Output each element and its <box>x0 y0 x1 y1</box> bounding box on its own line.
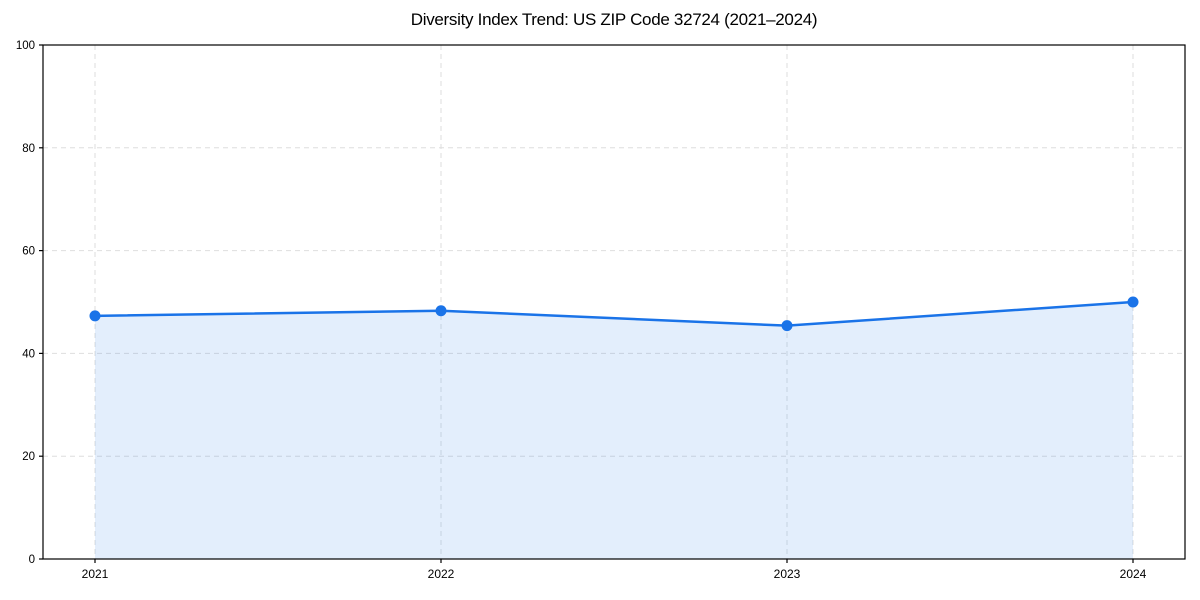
data-point <box>781 320 793 332</box>
x-axis-tick-label: 2021 <box>82 567 109 581</box>
data-point <box>89 310 101 322</box>
y-axis-tick-label: 100 <box>16 40 35 52</box>
data-point <box>435 305 447 317</box>
y-axis-tick-label: 80 <box>22 143 35 155</box>
plot-border <box>42 44 1186 560</box>
y-axis-tick-label: 60 <box>22 246 35 258</box>
x-axis-tick-label: 2023 <box>774 567 801 581</box>
data-point <box>1127 296 1139 308</box>
area-fill <box>95 302 1133 559</box>
y-axis-tick-label: 40 <box>22 348 35 360</box>
x-axis-tick-label: 2022 <box>428 567 455 581</box>
y-axis-tick-label: 20 <box>22 451 35 463</box>
x-axis-tick-label: 2024 <box>1120 567 1147 581</box>
trend-line <box>93 300 1135 327</box>
chart-title: Diversity Index Trend: US ZIP Code 32724… <box>410 10 818 29</box>
y-axis-tick-label: 0 <box>29 554 35 566</box>
